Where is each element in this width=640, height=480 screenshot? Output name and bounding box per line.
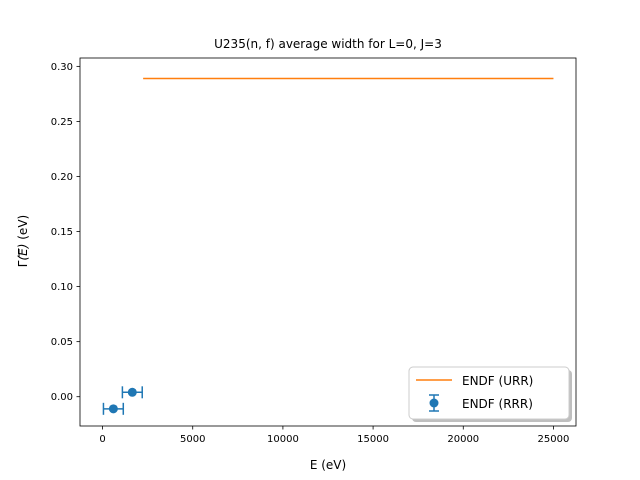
axes-frame bbox=[79, 57, 577, 427]
y-axis-label-argument: (E) bbox=[16, 244, 30, 261]
legend-rrr-marker bbox=[429, 398, 439, 408]
legend: ENDF (URR) ENDF (RRR) bbox=[408, 366, 572, 422]
y-axis-label-unit: (eV) bbox=[16, 215, 30, 244]
y-tick-label: 0.30 bbox=[51, 62, 73, 73]
y-tick-label: 0.15 bbox=[51, 227, 73, 238]
legend-urr-label: ENDF (URR) bbox=[462, 374, 533, 388]
x-tick-label: 15000 bbox=[357, 434, 389, 445]
x-tick-label: 10000 bbox=[267, 434, 299, 445]
rrr-data-point bbox=[108, 404, 118, 414]
x-axis-label: E (eV) bbox=[310, 458, 346, 472]
y-tick-label: 0.00 bbox=[51, 392, 73, 403]
rrr-data-point bbox=[127, 387, 137, 397]
legend-rrr-label: ENDF (RRR) bbox=[462, 397, 533, 411]
y-tick-label: 0.25 bbox=[51, 117, 73, 128]
x-tick-label: 20000 bbox=[447, 434, 479, 445]
y-tick-label: 0.20 bbox=[51, 172, 73, 183]
chart-title: U235(n, f) average width for L=0, J=3 bbox=[214, 37, 442, 51]
x-tick-label: 5000 bbox=[180, 434, 205, 445]
y-tick-label: 0.10 bbox=[51, 282, 73, 293]
x-tick-label: 0 bbox=[99, 434, 105, 445]
y-axis-label-symbol: Γ bbox=[16, 260, 30, 267]
y-tick-label: 0.05 bbox=[51, 337, 73, 348]
y-axis-label: Γ(E) (eV) bbox=[16, 215, 30, 267]
x-tick-label: 25000 bbox=[538, 434, 570, 445]
plot-area: 0 5000 10000 15000 20000 25000 0.00 0.05 0.10 0.1… bbox=[51, 57, 577, 445]
